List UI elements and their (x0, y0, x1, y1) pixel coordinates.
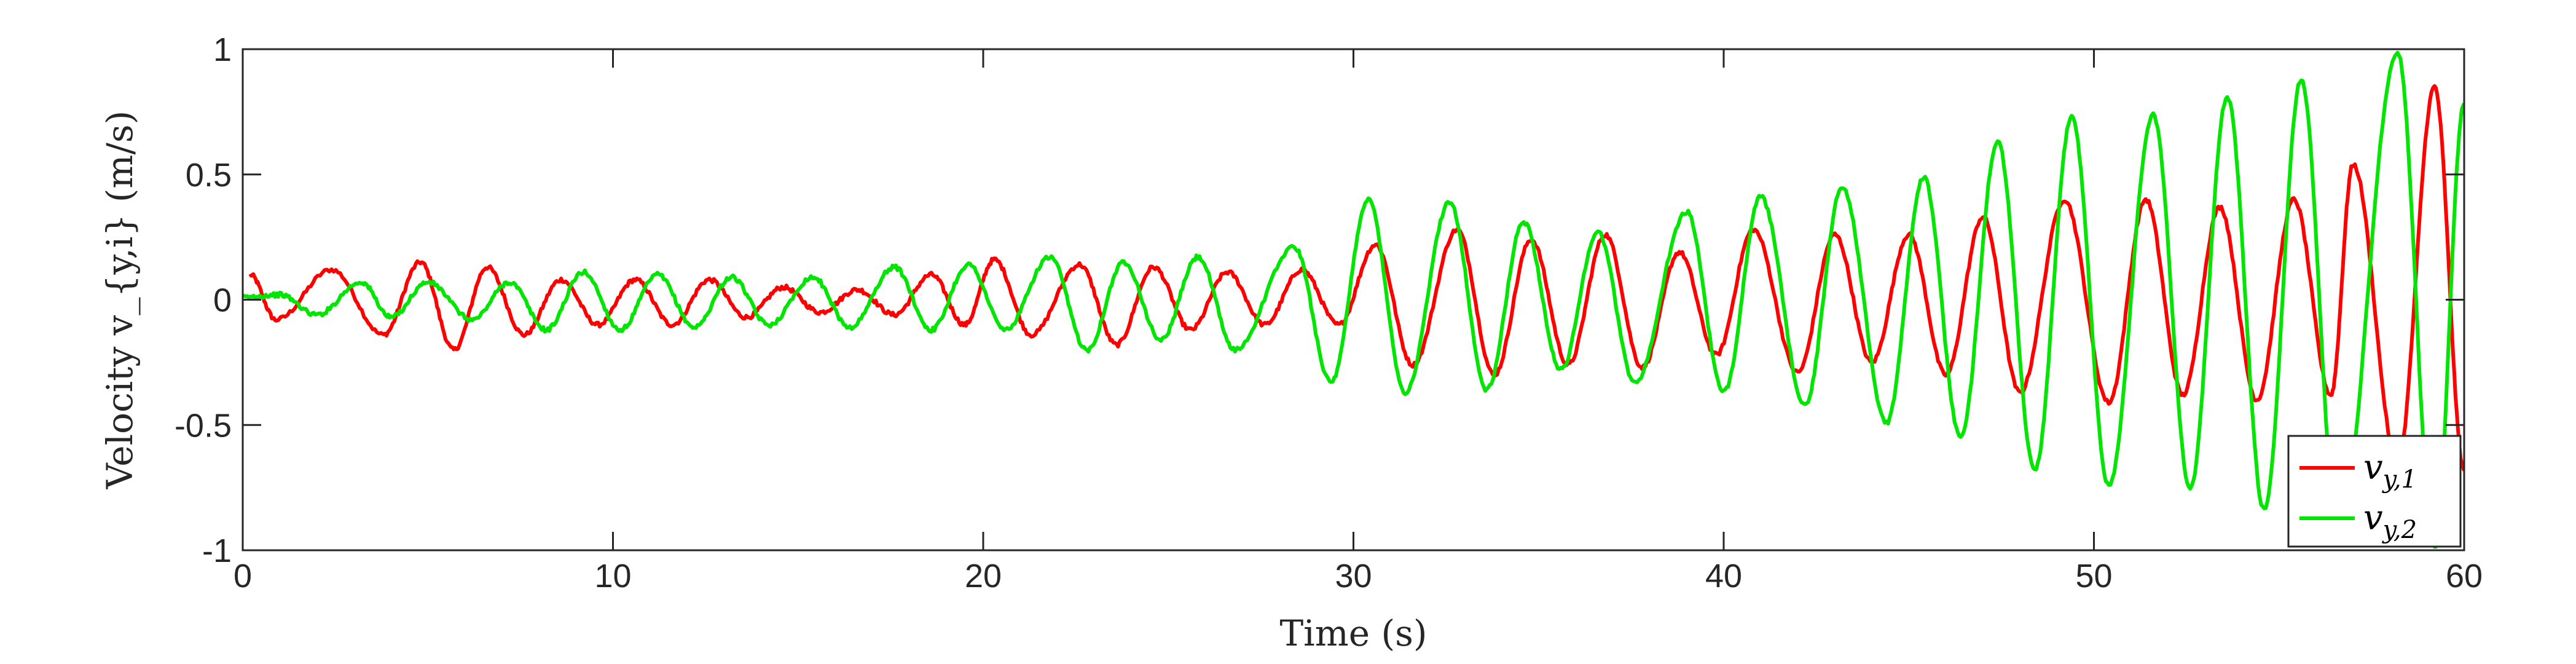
series-line-1 (248, 84, 2464, 472)
y-tick-label: 0.5 (186, 157, 232, 194)
plot-area (242, 48, 2465, 551)
x-tick-label: 20 (965, 558, 1002, 595)
x-tick-label: 30 (1335, 558, 1372, 595)
legend-entry-sub: y,1 (2382, 465, 2417, 494)
x-tick-label: 0 (234, 558, 252, 595)
tick-marks (243, 49, 2464, 550)
x-tick-label: 40 (1705, 558, 1742, 595)
x-tick-label: 10 (594, 558, 631, 595)
y-axis-label: Velocity v_{y,i} (m/s) (99, 111, 141, 490)
legend-entry-sub: y,2 (2382, 516, 2417, 544)
x-axis-label-text: Time (s) (1279, 612, 1427, 654)
y-axis-label-text: Velocity v_{y,i} (m/s) (99, 111, 141, 490)
y-tick-label: -1 (202, 532, 232, 569)
legend-entry-base: v (2363, 498, 2383, 538)
tick-labels: 0 10 20 30 40 50 60 -1 -0.5 0 0.5 1 (175, 31, 2483, 595)
x-tick-label: 60 (2446, 558, 2483, 595)
y-tick-label: 0 (213, 282, 232, 319)
legend: vy,1vy,2 (2287, 435, 2462, 548)
legend-entry-base: v (2363, 448, 2383, 488)
x-axis-label: Time (s) (1279, 612, 1427, 654)
legend-box (2287, 435, 2462, 548)
series-layer (243, 50, 2464, 549)
legend-entry-1: vy,1 (2363, 448, 2417, 494)
series-line-2 (243, 50, 2464, 549)
y-tick-label: -0.5 (175, 407, 232, 444)
y-tick-label: 1 (213, 31, 232, 68)
x-tick-label: 50 (2075, 558, 2112, 595)
legend-entry-2: vy,2 (2363, 498, 2417, 544)
